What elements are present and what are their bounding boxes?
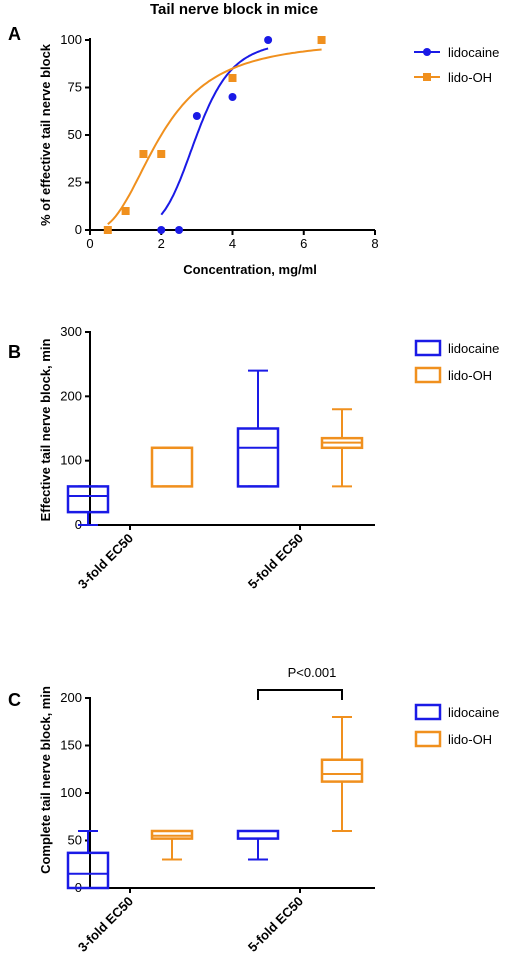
box-lidocaine-1	[66, 830, 110, 890]
box-lido-oh-2	[320, 716, 364, 832]
iqr-box	[150, 446, 194, 488]
iqr-box	[66, 851, 110, 890]
data-point-lidocaine	[192, 112, 201, 120]
significance-bracket	[257, 689, 343, 700]
panel-b-y-axis-label: Effective tail nerve block, min	[38, 339, 53, 522]
legend-label-lido-oh: lido-OH	[448, 368, 492, 383]
box-lidocaine-1	[66, 485, 110, 526]
panel-a-title: Tail nerve block in mice	[150, 1, 318, 18]
legend-label-lidocaine: lidocaine	[448, 705, 499, 720]
data-point-lidocaine	[157, 226, 166, 234]
panel-a-x-tick-label: 8	[371, 236, 378, 251]
data-point-lido-oh	[317, 36, 326, 44]
panel-b-x-tick-label: 5-fold EC50	[245, 531, 306, 592]
box-lido-oh-1	[150, 446, 194, 488]
data-point-lidocaine	[264, 36, 273, 44]
panel-b-y-tick-label: 200	[60, 388, 82, 403]
panel-b-letter: B	[8, 342, 21, 362]
panel-c-x-tick-label: 3-fold EC50	[75, 894, 136, 955]
data-point-lido-oh	[157, 150, 166, 158]
panel-c-y-tick-label: 150	[60, 738, 82, 753]
panel-b-legend: lidocaine lido-OH	[414, 339, 499, 384]
data-point-lidocaine	[228, 93, 237, 101]
legend-swatch-lido-oh	[414, 366, 442, 384]
legend-swatch-lido-oh	[414, 730, 442, 748]
panel-c-significance: P<0.001	[257, 665, 343, 700]
data-point-lido-oh	[228, 74, 237, 82]
box-lidocaine-2	[236, 369, 280, 488]
iqr-box	[236, 829, 280, 840]
panel-a: A Tail nerve block in mice Concentration…	[8, 1, 499, 277]
panel-c-y-tick-label: 200	[60, 690, 82, 705]
panel-a-y-tick-label: 0	[75, 222, 82, 237]
panel-a-x-axis-label: Concentration, mg/ml	[183, 262, 317, 277]
iqr-box	[236, 427, 280, 488]
iqr-box	[66, 485, 110, 514]
panel-c-legend: lidocaine lido-OH	[414, 703, 499, 748]
significance-label: P<0.001	[288, 665, 337, 680]
box-lido-oh-1	[150, 829, 194, 861]
panel-c-y-tick-label: 50	[68, 833, 82, 848]
legend-label-lido-oh: lido-OH	[448, 70, 492, 85]
data-point-lido-oh	[121, 207, 130, 215]
panel-a-letter: A	[8, 24, 21, 44]
fit-curve-lido-oh	[107, 48, 322, 225]
panel-a-x-tick-label: 4	[229, 236, 236, 251]
fit-curve-lidocaine	[160, 47, 269, 216]
legend-swatch-lidocaine	[414, 339, 442, 357]
panel-a-x-tick-label: 6	[300, 236, 307, 251]
panel-a-x-tick-label: 0	[86, 236, 93, 251]
panel-a-y-axis-label: % of effective tail nerve block	[38, 43, 53, 226]
panel-b: B Effective tail nerve block, min 010020…	[8, 324, 499, 592]
panel-c-y-tick-label: 100	[60, 785, 82, 800]
legend-label-lido-oh: lido-OH	[448, 732, 492, 747]
panel-a-y-tick-label: 75	[68, 80, 82, 95]
panel-b-x-tick-label: 3-fold EC50	[75, 531, 136, 592]
panel-b-y-tick-label: 300	[60, 324, 82, 339]
panel-a-y-tick-label: 100	[60, 32, 82, 47]
legend-marker-lido-oh	[423, 73, 431, 81]
data-point-lidocaine	[175, 226, 184, 234]
panel-c: C Complete tail nerve block, min 0501001…	[8, 665, 499, 955]
box-lido-oh-2	[320, 408, 364, 488]
panel-a-y-tick-label: 25	[68, 175, 82, 190]
panel-c-x-tick-label: 5-fold EC50	[245, 894, 306, 955]
panel-c-letter: C	[8, 690, 21, 710]
panel-c-y-axis-label: Complete tail nerve block, min	[38, 686, 53, 874]
iqr-box	[320, 758, 364, 783]
box-lidocaine-2	[236, 829, 280, 861]
panel-a-legend: lidocaine lido-OH	[414, 45, 499, 85]
panel-a-y-tick-label: 50	[68, 127, 82, 142]
legend-marker-lidocaine	[423, 48, 431, 56]
data-point-lido-oh	[103, 226, 112, 234]
legend-swatch-lidocaine	[414, 703, 442, 721]
data-point-lido-oh	[139, 150, 148, 158]
legend-label-lidocaine: lidocaine	[448, 45, 499, 60]
panel-b-y-tick-label: 100	[60, 453, 82, 468]
panel-a-x-tick-label: 2	[158, 236, 165, 251]
legend-label-lidocaine: lidocaine	[448, 341, 499, 356]
